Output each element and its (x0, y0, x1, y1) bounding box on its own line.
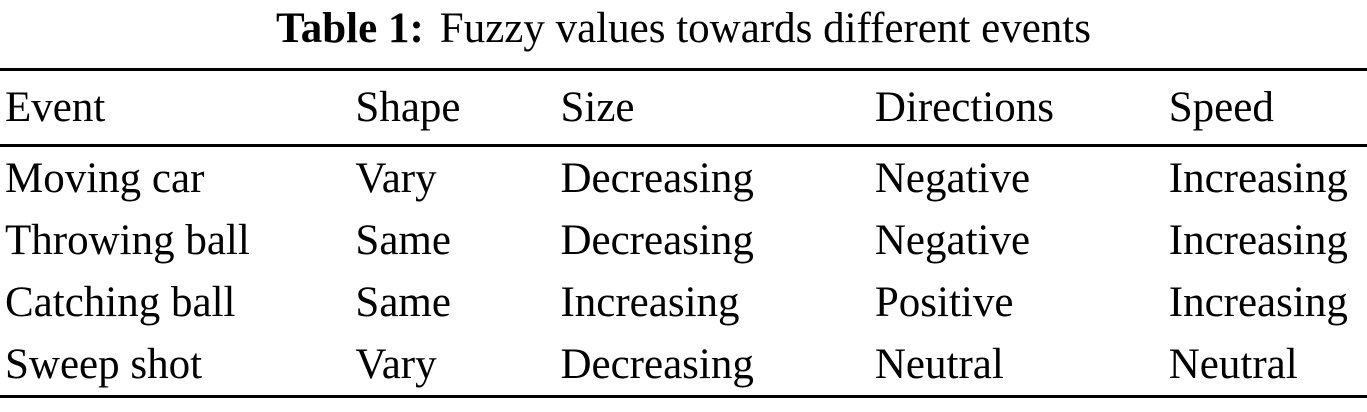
cell-directions: Neutral (874, 340, 1004, 388)
cell-speed: Increasing (1168, 154, 1348, 202)
table-row-throwing-ball: Throwing ball Same Decreasing Negative I… (0, 209, 1367, 271)
cell-event: Moving car (5, 154, 205, 202)
cell-size: Decreasing (560, 216, 754, 264)
table-caption-label: Table 1: (276, 5, 424, 52)
table-row-catching-ball: Catching ball Same Increasing Positive I… (0, 271, 1367, 333)
fuzzy-values-table: Event Shape Size Directions Speed Moving… (0, 68, 1367, 398)
cell-speed: Neutral (1168, 340, 1298, 388)
cell-directions: Negative (874, 216, 1031, 264)
column-header-event: Event (5, 84, 106, 131)
cell-shape: Same (355, 216, 451, 264)
cell-event: Sweep shot (5, 340, 203, 388)
table-caption-text: Fuzzy values towards different events (439, 5, 1091, 52)
cell-event: Throwing ball (5, 216, 250, 264)
column-header-size: Size (560, 84, 635, 131)
cell-shape: Vary (355, 340, 437, 388)
cell-directions: Negative (874, 154, 1031, 202)
cell-directions: Positive (874, 278, 1014, 326)
cell-speed: Increasing (1168, 216, 1348, 264)
cell-shape: Vary (355, 154, 437, 202)
cell-speed: Increasing (1168, 278, 1348, 326)
cell-size: Decreasing (560, 154, 754, 202)
column-header-directions: Directions (874, 84, 1054, 131)
table-caption: Table 1: Fuzzy values towards different e… (0, 0, 1367, 68)
column-header-speed: Speed (1168, 84, 1274, 131)
cell-size: Decreasing (560, 340, 754, 388)
table-row-sweep-shot: Sweep shot Vary Decreasing Neutral Neutr… (0, 333, 1367, 397)
column-header-shape: Shape (355, 84, 461, 131)
table-row-moving-car: Moving car Vary Decreasing Negative Incr… (0, 146, 1367, 210)
cell-size: Increasing (560, 278, 740, 326)
cell-event: Catching ball (5, 278, 236, 326)
header-row: Event Shape Size Directions Speed (0, 70, 1367, 146)
cell-shape: Same (355, 278, 451, 326)
